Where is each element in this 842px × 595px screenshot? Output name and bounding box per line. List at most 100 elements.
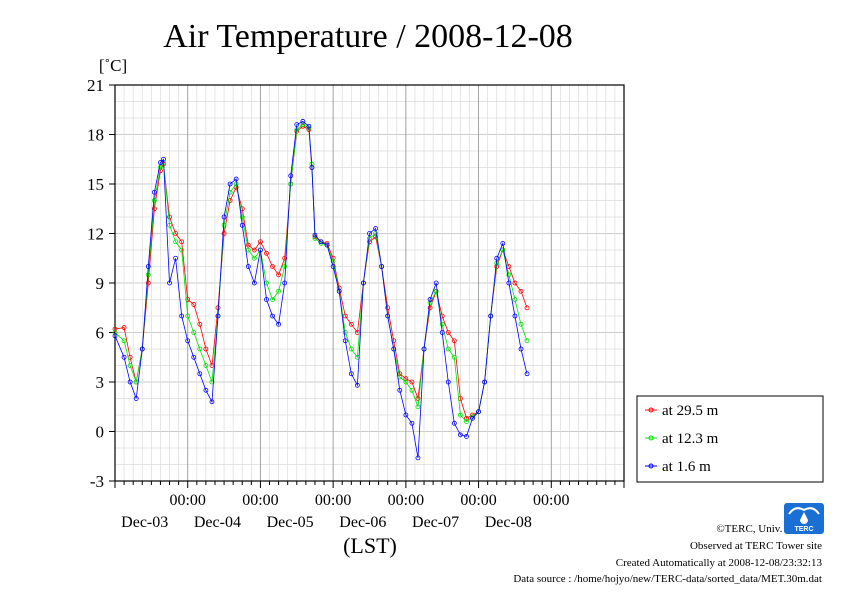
series-2	[112, 118, 530, 461]
footer-source: Data source : /home/hojyo/new/TERC-data/…	[513, 573, 822, 585]
data-point	[197, 346, 203, 352]
data-point	[294, 122, 300, 127]
data-point	[391, 346, 397, 352]
data-point	[415, 404, 421, 410]
y-tick-label: 3	[96, 373, 105, 392]
data-point	[457, 412, 463, 418]
data-point	[179, 239, 185, 245]
data-point	[121, 354, 127, 360]
data-point	[179, 313, 185, 319]
data-point	[239, 222, 245, 228]
data-point	[245, 247, 251, 253]
data-point	[158, 165, 163, 170]
data-point	[139, 346, 145, 352]
series-line	[114, 124, 528, 423]
data-point	[258, 247, 263, 253]
y-tick-label: 15	[87, 175, 104, 194]
data-point	[197, 321, 203, 327]
legend-marker	[648, 435, 654, 441]
data-point	[151, 189, 157, 195]
data-point	[518, 346, 524, 352]
data-point	[276, 272, 282, 278]
data-point	[518, 288, 524, 294]
data-point	[488, 313, 494, 319]
data-point	[239, 214, 245, 220]
data-point	[312, 236, 318, 241]
data-point	[524, 305, 530, 311]
data-point	[500, 247, 506, 253]
legend: at 29.5 m at 12.3 m at 1.6 m	[636, 395, 824, 483]
data-point	[409, 387, 415, 393]
data-point	[221, 214, 227, 220]
data-point	[300, 118, 306, 124]
data-point	[227, 181, 233, 187]
data-point	[342, 313, 348, 319]
data-point	[385, 313, 391, 319]
x-axis-label: (LST)	[343, 533, 397, 558]
data-point	[433, 288, 439, 294]
data-point	[512, 280, 518, 286]
data-point	[276, 288, 282, 294]
data-point	[203, 363, 209, 368]
data-point	[227, 189, 233, 195]
x-tick-time-label: 00:00	[460, 492, 496, 509]
data-point	[282, 255, 288, 261]
legend-box	[636, 395, 824, 483]
data-point	[324, 242, 330, 248]
data-point	[512, 297, 518, 302]
data-point	[209, 363, 215, 368]
data-point	[173, 255, 178, 261]
data-point	[330, 264, 336, 269]
y-tick-label: 18	[87, 126, 104, 145]
data-point	[439, 330, 445, 335]
data-point	[251, 255, 257, 261]
data-point	[506, 280, 512, 286]
data-point	[264, 297, 269, 302]
y-tick-label: -3	[90, 472, 104, 491]
data-point	[354, 382, 360, 388]
series-layer	[112, 118, 530, 461]
data-point	[173, 231, 178, 236]
data-point	[197, 371, 203, 377]
data-point	[415, 396, 421, 401]
y-tick-label: 9	[96, 274, 105, 293]
data-point	[288, 173, 294, 179]
data-point	[173, 239, 178, 245]
grid	[114, 84, 625, 482]
data-point	[112, 330, 118, 335]
data-point	[215, 313, 221, 319]
x-tick-date-label: Dec-03	[121, 514, 168, 531]
chart-title: Air Temperature / 2008-12-08	[163, 18, 573, 55]
data-point	[427, 297, 433, 302]
data-point	[127, 363, 133, 368]
logo-text: TERC	[794, 526, 813, 533]
x-tick-date-label: Dec-07	[412, 514, 459, 531]
data-point	[167, 222, 172, 228]
data-point	[391, 338, 397, 344]
data-point	[145, 272, 151, 278]
data-point	[403, 376, 409, 382]
data-point	[500, 240, 506, 246]
data-point	[445, 379, 451, 385]
x-tick-time-label: 00:00	[533, 492, 569, 509]
data-point	[112, 333, 118, 339]
data-point	[512, 313, 518, 319]
footer-observed: Observed at TERC Tower site	[690, 540, 822, 552]
data-point	[309, 165, 315, 170]
data-point	[318, 239, 324, 245]
data-point	[133, 396, 139, 401]
data-point	[476, 409, 481, 415]
x-tick-time-label: 00:00	[388, 492, 424, 509]
data-point	[145, 264, 151, 269]
series-0	[112, 123, 530, 421]
data-point	[348, 321, 354, 327]
data-point	[348, 371, 354, 377]
data-point	[127, 379, 133, 385]
data-point	[457, 432, 463, 438]
data-point	[151, 198, 157, 203]
data-point	[445, 330, 451, 335]
data-point	[336, 288, 342, 294]
data-point	[367, 231, 372, 236]
data-point	[245, 242, 251, 248]
data-point	[524, 338, 530, 344]
